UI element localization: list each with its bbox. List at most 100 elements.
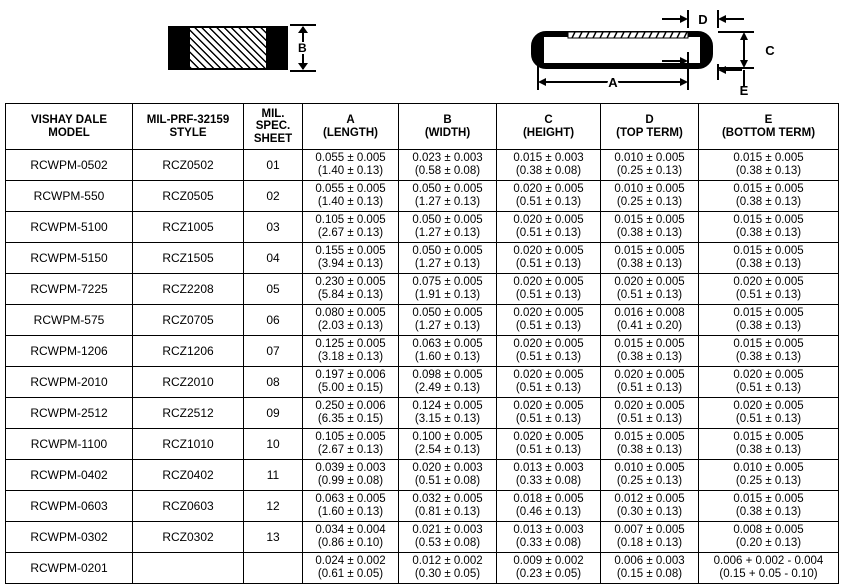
column-header-e-desc: (BOTTOM TERM) bbox=[721, 126, 816, 139]
cell-dimension-a-inches: 0.197 ± 0.006 bbox=[315, 369, 386, 381]
cell-dimension-d: 0.015 ± 0.005 (0.38 ± 0.13) bbox=[600, 335, 699, 367]
table-row: RCWPM-1206 RCZ1206 07 0.125 ± 0.005 (3.18 ± … bbox=[5, 335, 839, 367]
table-row: RCWPM-0402 RCZ0402 11 0.039 ± 0.003 (0.99 ± … bbox=[5, 459, 839, 491]
cell-dimension-b: 0.050 ± 0.005 (1.27 ± 0.13) bbox=[398, 242, 497, 274]
cell-dimension-a: 0.034 ± 0.004 (0.86 ± 0.10) bbox=[302, 521, 399, 553]
cell-dimension-c-inches: 0.020 ± 0.005 bbox=[513, 214, 584, 226]
column-header-e-letter: E bbox=[764, 114, 773, 126]
cell-dimension-e-millimeters: (0.25 ± 0.13) bbox=[735, 475, 802, 487]
chip-side-view-diagram: D C A A bbox=[522, 6, 822, 98]
cell-dimension-a: 0.105 ± 0.005 (2.67 ± 0.13) bbox=[302, 211, 399, 243]
cell-dimension-a-millimeters: (0.99 ± 0.08) bbox=[317, 475, 384, 487]
column-header-style: MIL-PRF-32159 STYLE bbox=[132, 103, 244, 150]
cell-dimension-e: 0.015 ± 0.005 (0.38 ± 0.13) bbox=[698, 180, 839, 212]
cell-dimension-d-inches: 0.015 ± 0.005 bbox=[614, 214, 685, 226]
arrow-down-c-icon bbox=[740, 60, 748, 68]
cell-dimension-c-millimeters: (0.46 ± 0.13) bbox=[515, 506, 582, 518]
cell-dimension-b: 0.012 ± 0.002 (0.30 ± 0.05) bbox=[398, 552, 497, 584]
cell-dimension-e-inches: 0.015 ± 0.005 bbox=[733, 245, 804, 257]
cell-dimension-d: 0.007 ± 0.005 (0.18 ± 0.13) bbox=[600, 521, 699, 553]
cell-dimension-d-millimeters: (0.38 ± 0.13) bbox=[616, 444, 683, 456]
cell-dimension-e: 0.015 ± 0.005 (0.38 ± 0.13) bbox=[698, 335, 839, 367]
cell-dimension-c: 0.020 ± 0.005 (0.51 ± 0.13) bbox=[496, 366, 601, 398]
cell-dimension-c-millimeters: (0.33 ± 0.08) bbox=[515, 475, 582, 487]
chip-resistive-element-hatch bbox=[190, 28, 266, 68]
cell-dimension-b-inches: 0.050 ± 0.005 bbox=[412, 183, 483, 195]
cell-dimension-e-millimeters: (0.38 ± 0.13) bbox=[735, 165, 802, 177]
column-header-model: VISHAY DALE MODEL bbox=[5, 103, 133, 150]
cell-dimension-b-inches: 0.021 ± 0.003 bbox=[412, 524, 483, 536]
cell-dimension-b-millimeters: (0.53 ± 0.08) bbox=[414, 537, 481, 549]
cell-dimension-c: 0.020 ± 0.005 (0.51 ± 0.13) bbox=[496, 211, 601, 243]
cell-dimension-a-millimeters: (6.35 ± 0.15) bbox=[317, 413, 384, 425]
cell-dimension-d: 0.010 ± 0.005 (0.25 ± 0.13) bbox=[600, 459, 699, 491]
cell-dimension-d: 0.020 ± 0.005 (0.51 ± 0.13) bbox=[600, 397, 699, 429]
cell-dimension-d-millimeters: (0.38 ± 0.13) bbox=[616, 351, 683, 363]
cell-dimension-a: 0.055 ± 0.005 (1.40 ± 0.13) bbox=[302, 149, 399, 181]
cell-dimension-e: 0.015 ± 0.005 (0.38 ± 0.13) bbox=[698, 490, 839, 522]
cell-dimension-e: 0.008 ± 0.005 (0.20 ± 0.13) bbox=[698, 521, 839, 553]
chip-top-view-body bbox=[168, 26, 288, 70]
column-header-spec-sheet-line1: MIL. bbox=[261, 107, 285, 120]
cell-dimension-e: 0.010 ± 0.005 (0.25 ± 0.13) bbox=[698, 459, 839, 491]
cell-dimension-e-millimeters: (0.38 ± 0.13) bbox=[735, 196, 802, 208]
cell-dimension-a-inches: 0.155 ± 0.005 bbox=[315, 245, 386, 257]
arrow-left-e-icon bbox=[718, 66, 726, 74]
column-header-e: E (BOTTOM TERM) bbox=[698, 103, 839, 150]
cell-style: RCZ1005 bbox=[132, 211, 244, 243]
cell-dimension-c: 0.013 ± 0.003 (0.33 ± 0.08) bbox=[496, 521, 601, 553]
cell-dimension-c-millimeters: (0.51 ± 0.13) bbox=[515, 413, 582, 425]
cell-dimension-b-millimeters: (2.54 ± 0.13) bbox=[414, 444, 481, 456]
cell-dimension-e-inches: 0.015 ± 0.005 bbox=[733, 338, 804, 350]
table-row: RCWPM-5150 RCZ1505 04 0.155 ± 0.005 (3.94 ± … bbox=[5, 242, 839, 274]
cell-dimension-b: 0.050 ± 0.005 (1.27 ± 0.13) bbox=[398, 211, 497, 243]
column-header-d: D (TOP TERM) bbox=[600, 103, 699, 150]
cell-dimension-c: 0.020 ± 0.005 (0.51 ± 0.13) bbox=[496, 242, 601, 274]
dimension-b-label: B bbox=[297, 41, 308, 55]
column-header-spec-sheet: MIL. SPEC. SHEET bbox=[243, 103, 303, 150]
cell-model: RCWPM-0402 bbox=[5, 459, 133, 491]
cell-dimension-d-millimeters: (0.51 ± 0.13) bbox=[616, 413, 683, 425]
cell-dimension-c-millimeters: (0.23 ± 0.05) bbox=[515, 568, 582, 580]
arrow-up-icon bbox=[298, 26, 308, 33]
column-header-b-desc: (WIDTH) bbox=[424, 126, 471, 139]
cell-dimension-e-inches: 0.020 ± 0.005 bbox=[733, 400, 804, 412]
cell-dimension-b: 0.023 ± 0.003 (0.58 ± 0.08) bbox=[398, 149, 497, 181]
cell-dimension-c-inches: 0.013 ± 0.003 bbox=[513, 524, 584, 536]
cell-model: RCWPM-2512 bbox=[5, 397, 133, 429]
arrow-down-icon bbox=[298, 63, 308, 70]
cell-style: RCZ1010 bbox=[132, 428, 244, 460]
cell-dimension-b-inches: 0.050 ± 0.005 bbox=[412, 245, 483, 257]
cell-dimension-e-inches: 0.015 ± 0.005 bbox=[733, 431, 804, 443]
cell-dimension-b-inches: 0.023 ± 0.003 bbox=[412, 152, 483, 164]
cell-dimension-b-millimeters: (1.60 ± 0.13) bbox=[414, 351, 481, 363]
column-header-d-desc: (TOP TERM) bbox=[616, 126, 683, 139]
cell-spec-sheet: 02 bbox=[243, 180, 303, 212]
cell-dimension-b-millimeters: (1.91 ± 0.13) bbox=[414, 289, 481, 301]
cell-spec-sheet: 01 bbox=[243, 149, 303, 181]
cell-spec-sheet bbox=[243, 552, 303, 584]
cell-dimension-e-millimeters: (0.38 ± 0.13) bbox=[735, 444, 802, 456]
cell-dimension-c-millimeters: (0.38 ± 0.08) bbox=[515, 165, 582, 177]
cell-dimension-e-inches: 0.020 ± 0.005 bbox=[733, 276, 804, 288]
cell-dimension-d-inches: 0.016 ± 0.008 bbox=[614, 307, 685, 319]
cell-dimension-c-millimeters: (0.51 ± 0.13) bbox=[515, 196, 582, 208]
cell-dimension-a-inches: 0.024 ± 0.002 bbox=[315, 555, 386, 567]
cell-dimension-a: 0.105 ± 0.005 (2.67 ± 0.13) bbox=[302, 428, 399, 460]
cell-dimension-c-inches: 0.020 ± 0.005 bbox=[513, 245, 584, 257]
cell-dimension-e: 0.020 ± 0.005 (0.51 ± 0.13) bbox=[698, 273, 839, 305]
cell-dimension-c: 0.013 ± 0.003 (0.33 ± 0.08) bbox=[496, 459, 601, 491]
column-header-spec-sheet-line3: SHEET bbox=[253, 132, 293, 145]
cell-dimension-e-inches: 0.006 + 0.002 - 0.004 bbox=[713, 555, 824, 567]
cell-dimension-c: 0.020 ± 0.005 (0.51 ± 0.13) bbox=[496, 180, 601, 212]
header-row: VISHAY DALE MODEL MIL-PRF-32159 STYLE MI… bbox=[5, 103, 839, 150]
cell-dimension-c-millimeters: (0.33 ± 0.08) bbox=[515, 537, 582, 549]
cell-dimension-a: 0.155 ± 0.005 (3.94 ± 0.13) bbox=[302, 242, 399, 274]
table-row: RCWPM-550 RCZ0505 02 0.055 ± 0.005 (1.40 ± 0… bbox=[5, 180, 839, 212]
table-row: RCWPM-2010 RCZ2010 08 0.197 ± 0.006 (5.00 ± … bbox=[5, 366, 839, 398]
cell-dimension-c-millimeters: (0.51 ± 0.13) bbox=[515, 444, 582, 456]
cell-dimension-a: 0.197 ± 0.006 (5.00 ± 0.15) bbox=[302, 366, 399, 398]
cell-dimension-c-inches: 0.013 ± 0.003 bbox=[513, 462, 584, 474]
chip-body-outline bbox=[531, 31, 713, 69]
cell-spec-sheet: 12 bbox=[243, 490, 303, 522]
